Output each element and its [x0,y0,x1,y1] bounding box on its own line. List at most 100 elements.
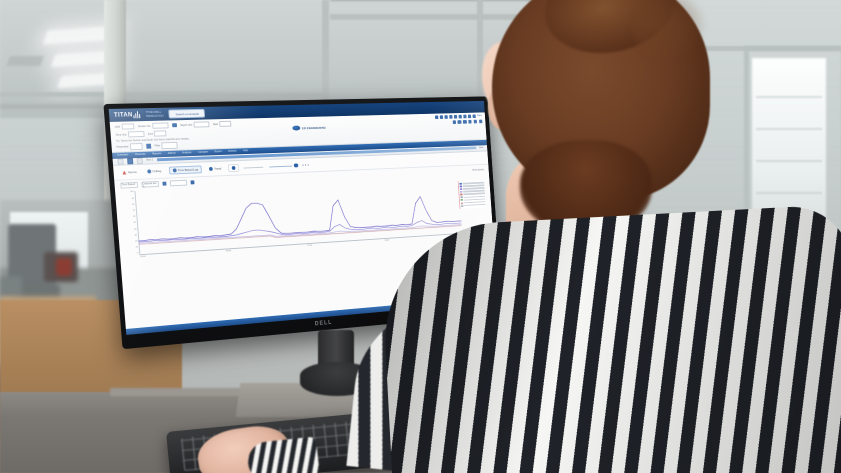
slider-track[interactable] [269,165,293,167]
x-tick: 06:00 [226,250,232,253]
tab-trend-label: Trend [214,166,222,171]
person-hair-wisps [632,0,706,64]
window-mullion [330,14,580,20]
field-end-input[interactable] [153,130,167,137]
window-blind-slat [756,192,822,194]
x-tick: 12:00 [307,245,313,248]
field-section-no-label: Section No. [137,124,152,128]
field-depth-unit-input[interactable] [193,121,210,129]
window-blind-slat [756,160,822,162]
calendar-icon[interactable] [172,123,177,128]
menu-item-session[interactable]: Session [227,149,237,154]
chart-refresh-icon[interactable] [190,180,195,185]
tab-time-based-log-label: Time Based Log [177,167,199,173]
field-filter-input[interactable] [161,142,178,149]
y-tick: 20 [135,240,138,243]
person-shirt-shading [379,203,841,473]
window-blind-slat [756,128,822,130]
field-start-label: Start [212,122,219,126]
field-end-label: End [148,132,153,136]
compass-icon [231,166,236,171]
menu-item-help[interactable]: Help [242,149,249,153]
desk-clutter [56,258,72,276]
field-filter-label: Filter [154,144,161,148]
field-parameter[interactable]: Parameter [116,143,143,150]
window-blind-slat [756,96,822,98]
funnel-icon[interactable] [146,143,151,149]
ceiling-vent [6,56,44,66]
field-parameter-input[interactable] [129,143,143,150]
tab-survey[interactable] [228,163,240,173]
titan-logo-text: TITAN [113,112,133,119]
field-start[interactable]: Start [212,120,232,128]
chart-units-select[interactable] [169,180,188,187]
field-time-unit-input[interactable] [127,130,145,138]
tab-alarms[interactable]: Alarms [119,169,140,177]
warning-triangle-icon [122,170,126,174]
y-tick: 60 [133,215,136,219]
menu-item-alarms[interactable]: Alarms [167,152,176,156]
slider-knob[interactable] [294,163,299,168]
tab-alarms-label: Alarms [127,170,137,175]
y-tick: 10 [135,246,138,249]
field-end[interactable]: End [148,130,167,137]
search-commands-input[interactable]: Search commands [168,108,206,119]
tab-drilling[interactable]: Drilling [144,168,164,175]
menu-item-export[interactable]: Export [214,150,222,154]
titlebar-meta: TITAN DRILL PRODUCTION [146,111,164,119]
tab-time-based-log[interactable]: Time Based Log [168,165,203,176]
tab-divider [243,166,264,169]
chart-type-select[interactable]: Time Based [120,182,139,190]
menu-item-analysis[interactable]: Analysis [182,151,192,155]
nav-next-button[interactable] [136,157,143,164]
drill-icon [147,169,152,174]
titlebar-meta-line-2: PRODUCTION [146,114,164,118]
field-depth-unit[interactable]: Depth Unit [180,121,210,129]
clock-icon [208,166,213,171]
y-tick: 30 [134,234,138,237]
tab-drilling-label: Drilling [152,169,162,174]
titan-logo: TITAN [114,111,141,119]
chart-settings-icon[interactable] [162,182,167,187]
dr-engineering-mark-icon [292,125,301,131]
y-tick: 0 [137,252,139,255]
menu-item-compare[interactable]: Compare [197,150,209,155]
field-depth-unit-label: Depth Unit [180,123,193,127]
y-tick: 40 [134,228,137,231]
field-well[interactable]: Well [114,123,135,131]
channel-mapping-control[interactable] [268,163,299,168]
nav-page-button[interactable] [127,157,134,165]
field-well-label: Well [114,125,121,129]
field-section-no[interactable]: Section No. [137,122,169,130]
y-tick: 80 [132,203,135,206]
y-tick: 90 [131,197,135,200]
titan-logo-bars-icon [133,111,141,119]
field-time-unit-label: Time Unit [115,133,127,137]
person-at-desk [346,0,841,473]
y-tick: 100 [130,191,134,194]
tab-trend[interactable]: Trend [206,165,224,172]
field-well-input[interactable] [121,123,135,131]
desk-clutter [0,276,22,298]
field-parameter-label: Parameter [116,145,129,149]
menu-item-overview[interactable]: Overview [117,153,129,158]
y-tick: 70 [132,209,136,212]
window-mullion [0,92,330,97]
field-section-no-input[interactable] [152,122,169,130]
field-start-input[interactable] [219,120,232,128]
x-tick: 00:00 [140,256,146,259]
chart-filter-select[interactable]: Channel set A [141,181,160,189]
window-mullion [477,0,483,96]
field-filter[interactable]: Filter [154,142,178,149]
nav-left-text: Run 1 [146,158,154,162]
field-time-unit[interactable]: Time Unit [115,130,145,138]
overflow-menu-icon[interactable] [302,164,309,166]
nav-first-button[interactable] [117,158,124,165]
menu-item-channels[interactable]: Channels [134,153,146,157]
x-tick: 18:00 [384,240,390,243]
y-tick: 50 [133,222,137,225]
window-mullion [322,0,329,120]
dr-engineering-logo: DR ENGINEERING [292,125,326,131]
menu-item-reports[interactable]: Reports [152,152,162,156]
